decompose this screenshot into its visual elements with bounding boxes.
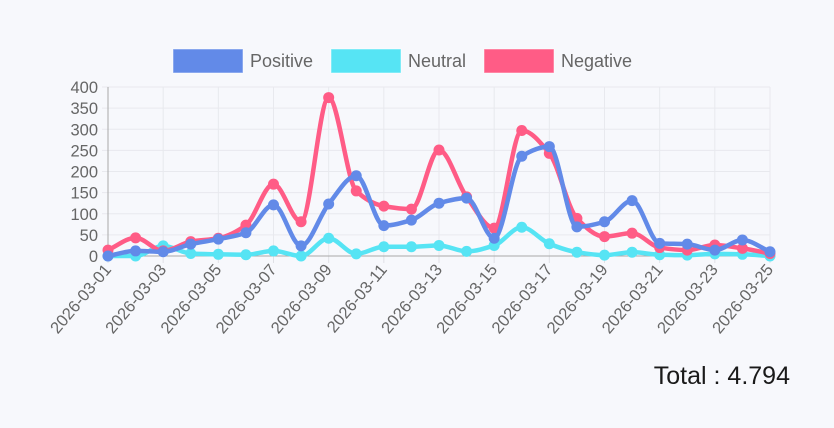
- positive-point: [212, 233, 224, 245]
- legend-item-negative: Negative: [483, 48, 632, 74]
- positive-point: [516, 150, 528, 162]
- negative-point: [516, 125, 528, 137]
- negative-point: [378, 200, 390, 212]
- neutral-point: [543, 238, 555, 250]
- y-tick-label: 400: [70, 79, 98, 97]
- positive-swatch: [172, 48, 244, 74]
- positive-point: [405, 214, 417, 226]
- negative-point: [433, 144, 445, 156]
- negative-point: [626, 227, 638, 239]
- y-tick-label: 200: [70, 164, 98, 182]
- y-tick-label: 50: [80, 227, 98, 245]
- positive-point: [185, 238, 197, 250]
- positive-point: [130, 245, 142, 257]
- neutral-point: [295, 250, 307, 262]
- negative-point: [488, 222, 500, 234]
- y-tick-label: 100: [70, 206, 98, 224]
- negative-point: [268, 178, 279, 190]
- legend-item-neutral: Neutral: [330, 48, 466, 74]
- negative-point: [240, 219, 252, 231]
- positive-point: [157, 246, 169, 258]
- negative-point: [350, 185, 362, 197]
- y-tick-label: 150: [70, 185, 98, 203]
- neutral-point: [350, 248, 362, 260]
- negative-point: [130, 232, 142, 244]
- neutral-point: [516, 221, 528, 233]
- neutral-swatch: [330, 48, 402, 74]
- neutral-point: [268, 245, 279, 257]
- negative-legend-label: Negative: [561, 51, 632, 71]
- neutral-legend-label: Neutral: [408, 51, 466, 71]
- negative-point: [323, 92, 335, 104]
- positive-point: [295, 240, 307, 252]
- neutral-point: [433, 239, 445, 251]
- neutral-point: [240, 249, 252, 261]
- y-tick-label: 350: [70, 100, 98, 118]
- positive-point: [240, 227, 252, 239]
- negative-point: [295, 216, 307, 228]
- positive-point: [654, 237, 666, 249]
- positive-point: [681, 238, 693, 250]
- series-layer: [102, 92, 776, 262]
- y-tick-label: 250: [70, 142, 98, 160]
- total-label: Total : 4.794: [653, 362, 790, 390]
- positive-point: [736, 234, 748, 246]
- positive-point: [709, 244, 721, 256]
- legend: Positive Neutral Negative: [172, 48, 632, 74]
- neutral-point: [626, 246, 638, 258]
- positive-point: [599, 216, 610, 228]
- positive-point: [571, 221, 583, 233]
- legend-item-positive: Positive: [172, 48, 313, 74]
- neutral-point: [378, 241, 390, 253]
- y-axis-ticks: 0 50 100 150 200 250 300 350 400: [70, 79, 98, 266]
- positive-point: [543, 141, 555, 153]
- grid: [102, 86, 771, 263]
- neutral-point: [212, 248, 224, 260]
- positive-point: [268, 199, 279, 211]
- positive-point: [626, 195, 638, 207]
- positive-legend-label: Positive: [250, 51, 313, 71]
- positive-point: [433, 197, 445, 209]
- negative-point: [736, 242, 748, 254]
- neutral-point: [571, 246, 583, 258]
- neutral-point: [461, 245, 473, 257]
- neutral-point: [185, 247, 197, 259]
- positive-point: [764, 246, 776, 258]
- series-positive: [102, 141, 776, 262]
- y-tick-label: 0: [89, 248, 98, 266]
- y-tick-label: 300: [70, 121, 98, 139]
- positive-point: [378, 220, 390, 232]
- negative-point: [599, 231, 610, 243]
- positive-point: [350, 170, 362, 182]
- negative-point: [405, 203, 417, 215]
- neutral-point: [599, 249, 610, 261]
- positive-point: [323, 198, 335, 210]
- positive-point: [461, 192, 473, 204]
- neutral-point: [323, 232, 335, 244]
- neutral-point: [405, 241, 417, 253]
- x-axis-ticks: 2026-03-012026-03-032026-03-052026-03-07…: [47, 261, 777, 337]
- negative-swatch: [483, 48, 555, 74]
- positive-point: [488, 232, 500, 244]
- positive-point: [102, 250, 114, 262]
